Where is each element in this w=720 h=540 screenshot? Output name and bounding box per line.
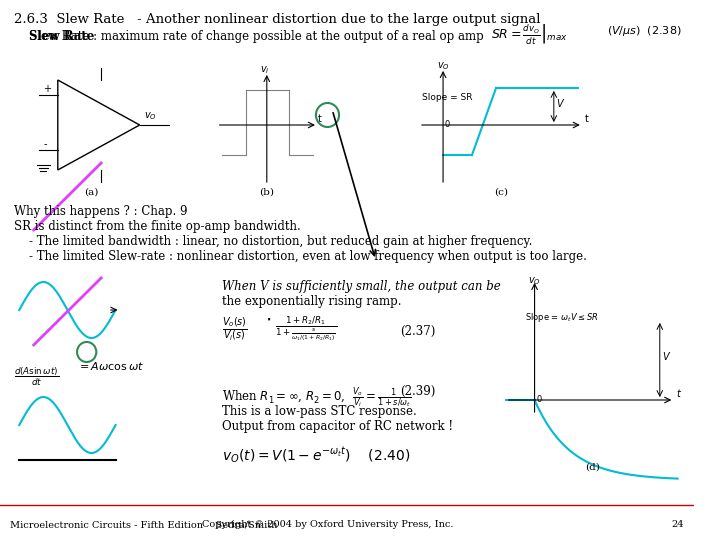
Text: $\frac{1+R_2/R_1}{1+\frac{s}{\omega_1/(1+R_2/R_1)}}$: $\frac{1+R_2/R_1}{1+\frac{s}{\omega_1/(1… xyxy=(274,315,336,344)
Text: 24: 24 xyxy=(671,520,684,529)
Text: the exponentially rising ramp.: the exponentially rising ramp. xyxy=(222,295,401,308)
Text: SR is distinct from the finite op-amp bandwidth.: SR is distinct from the finite op-amp ba… xyxy=(14,220,301,233)
Text: This is a low-pass STC response.: This is a low-pass STC response. xyxy=(222,405,416,418)
Text: -: - xyxy=(43,139,47,149)
Text: (c): (c) xyxy=(494,188,508,197)
Text: $v_O$: $v_O$ xyxy=(145,110,157,122)
Text: (b): (b) xyxy=(259,188,274,197)
Text: (2.39): (2.39) xyxy=(400,385,435,398)
Text: $(V/\mu s)$  $(2.38)$: $(V/\mu s)$ $(2.38)$ xyxy=(607,24,681,38)
Text: $v_O$: $v_O$ xyxy=(437,60,450,72)
Text: Output from capacitor of RC network !: Output from capacitor of RC network ! xyxy=(222,420,453,433)
Text: When V is sufficiently small, the output can be: When V is sufficiently small, the output… xyxy=(222,280,500,293)
Text: $\cdot$: $\cdot$ xyxy=(265,310,271,329)
Text: Slope = SR: Slope = SR xyxy=(422,93,472,102)
Text: $v_O$: $v_O$ xyxy=(528,275,541,287)
Text: Slope = $\omega_t V \leq SR$: Slope = $\omega_t V \leq SR$ xyxy=(525,311,598,324)
Text: +: + xyxy=(43,84,51,94)
Text: $\frac{d(A\sin\omega t)}{dt}$: $\frac{d(A\sin\omega t)}{dt}$ xyxy=(14,365,60,388)
Text: (a): (a) xyxy=(84,188,99,197)
Text: t: t xyxy=(318,114,322,124)
Text: Copyright © 2004 by Oxford University Press, Inc.: Copyright © 2004 by Oxford University Pr… xyxy=(202,520,453,529)
Text: - The limited Slew-rate : nonlinear distortion, even at low frequency when outpu: - The limited Slew-rate : nonlinear dist… xyxy=(14,250,588,263)
Text: When $R_1=\infty$, $R_2=0$,  $\frac{V_o}{V_i}=\frac{1}{1+s/\omega_t}$: When $R_1=\infty$, $R_2=0$, $\frac{V_o}{… xyxy=(222,385,411,410)
Text: (2.37): (2.37) xyxy=(400,325,435,338)
Text: t: t xyxy=(585,114,588,124)
Text: t: t xyxy=(676,389,680,399)
Text: $= A\omega\cos\omega t$: $= A\omega\cos\omega t$ xyxy=(77,360,144,372)
Text: V: V xyxy=(662,352,670,362)
Text: (d): (d) xyxy=(585,463,600,472)
Text: 0: 0 xyxy=(445,120,450,129)
Text: Microelectronic Circuits - Fifth Edition    Sedra/Smith: Microelectronic Circuits - Fifth Edition… xyxy=(9,520,277,529)
Text: Why this happens ? : Chap. 9: Why this happens ? : Chap. 9 xyxy=(14,205,188,218)
Text: V: V xyxy=(557,99,563,109)
Text: $v_i$: $v_i$ xyxy=(260,64,270,76)
Text: - The limited bandwidth : linear, no distortion, but reduced gain at higher freq: - The limited bandwidth : linear, no dis… xyxy=(14,235,533,248)
Text: 2.6.3  Slew Rate   - Another nonlinear distortion due to the large output signal: 2.6.3 Slew Rate - Another nonlinear dist… xyxy=(14,13,541,26)
Text: 0: 0 xyxy=(536,395,541,404)
Text: Slew Rate: Slew Rate xyxy=(29,30,94,43)
Text: $SR = \left.\frac{dv_O}{dt}\right|_{max}$: $SR = \left.\frac{dv_O}{dt}\right|_{max}… xyxy=(491,22,568,46)
Text: Slew Rate : maximum rate of change possible at the output of a real op amp: Slew Rate : maximum rate of change possi… xyxy=(29,30,484,43)
Text: $\frac{V_o(s)}{V_i(s)}$: $\frac{V_o(s)}{V_i(s)}$ xyxy=(222,315,247,343)
Text: $v_O(t) = V(1-e^{-\omega_t t})$    $(2.40)$: $v_O(t) = V(1-e^{-\omega_t t})$ $(2.40)$ xyxy=(222,445,410,465)
